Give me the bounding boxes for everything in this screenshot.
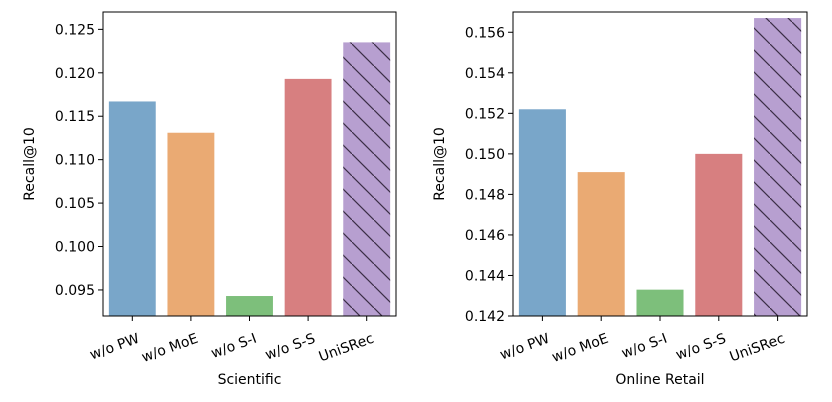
bar-w-o-pw bbox=[108, 101, 156, 316]
y-tick-label: 0.125 bbox=[55, 22, 95, 38]
y-tick-label: 0.105 bbox=[55, 196, 95, 212]
bar-hatch-overlay bbox=[754, 18, 802, 317]
y-tick-label: 0.100 bbox=[55, 240, 95, 256]
x-tick-label: w/o S-S bbox=[674, 331, 728, 364]
bar-w-o-s-i bbox=[636, 289, 684, 316]
y-tick-label: 0.150 bbox=[465, 147, 505, 163]
x-tick-label: w/o S-S bbox=[263, 331, 317, 364]
bar-w-o-s-s bbox=[284, 78, 332, 316]
x-tick-label: w/o PW bbox=[88, 331, 142, 364]
x-tick-label: w/o PW bbox=[498, 331, 552, 364]
y-tick-label: 0.156 bbox=[465, 25, 505, 41]
bar-w-o-pw bbox=[518, 109, 566, 316]
y-axis-title: Recall@10 bbox=[22, 127, 38, 201]
x-tick-label: w/o S-I bbox=[619, 331, 669, 362]
bar-hatch-overlay bbox=[343, 42, 391, 317]
x-tick-label: w/o S-I bbox=[209, 331, 259, 362]
y-tick-label: 0.148 bbox=[465, 187, 505, 203]
y-tick-label: 0.146 bbox=[465, 228, 505, 244]
x-tick-label: UniSRec bbox=[317, 331, 376, 366]
y-tick-label: 0.115 bbox=[55, 109, 95, 125]
y-tick-label: 0.095 bbox=[55, 283, 95, 299]
y-tick-label: 0.110 bbox=[55, 153, 95, 169]
x-axis-title: Online Retail bbox=[615, 372, 704, 388]
bar-w-o-s-i bbox=[226, 296, 273, 316]
y-axis-title: Recall@10 bbox=[432, 127, 448, 201]
x-tick-label: w/o MoE bbox=[550, 331, 611, 366]
x-axis-title: Scientific bbox=[218, 372, 282, 388]
online-retail-chart-panel: 0.142 0.144 0.146 0.148 0.150 0.152 0.154 0.156… bbox=[432, 11, 808, 388]
x-tick-label: w/o MoE bbox=[140, 331, 201, 366]
y-tick-label: 0.152 bbox=[465, 106, 505, 122]
x-tick-label: UniSRec bbox=[728, 331, 787, 366]
scientific-chart-panel: 0.095 0.100 0.105 0.110 0.115 0.120 0.125 w/o P… bbox=[22, 11, 397, 388]
y-tick-label: 0.154 bbox=[465, 66, 505, 82]
bar-w-o-s-s bbox=[695, 153, 743, 316]
bar-w-o-moe bbox=[577, 172, 625, 316]
y-tick-label: 0.144 bbox=[465, 268, 505, 284]
bar-w-o-moe bbox=[167, 132, 215, 316]
y-tick-label: 0.120 bbox=[55, 66, 95, 82]
y-tick-label: 0.142 bbox=[465, 309, 505, 325]
